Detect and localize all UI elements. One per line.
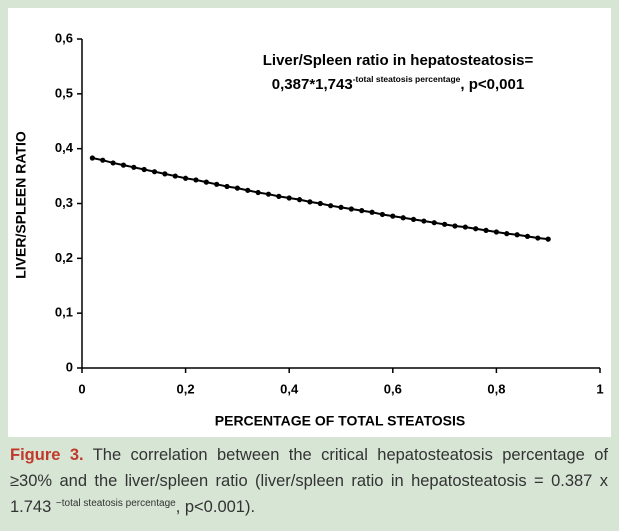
caption: Figure 3. The correlation between the cr… [10, 442, 608, 520]
data-point [245, 187, 251, 193]
annotation-base: 0,387*1,743 [272, 76, 353, 93]
y-tick-label: 0,5 [55, 85, 73, 100]
data-point [514, 232, 520, 238]
data-point [120, 162, 127, 168]
data-point [203, 179, 209, 185]
data-point [473, 226, 479, 232]
data-point [224, 183, 230, 190]
annotation-suffix: , p<0,001 [460, 76, 524, 93]
caption-text: The correlation between the critical hep… [10, 446, 608, 516]
y-tick-label: 0 [66, 359, 73, 374]
data-point [379, 211, 386, 218]
data-point [151, 169, 158, 175]
data-point [141, 166, 147, 173]
x-tick-label: 0,8 [487, 381, 505, 396]
data-point [348, 206, 354, 212]
data-point [431, 220, 437, 226]
data-point [328, 203, 334, 209]
data-point [545, 236, 551, 242]
data-point [442, 221, 448, 227]
data-point [100, 157, 106, 163]
x-tick-label: 0,4 [280, 381, 299, 396]
y-tick-label: 0,6 [55, 30, 73, 45]
data-point [307, 199, 313, 205]
caption-exponent: −total steatosis percentage [55, 498, 176, 509]
data-point [255, 189, 261, 196]
data-point [131, 164, 137, 170]
caption-end: , p<0.001). [175, 498, 256, 516]
plot-panel [8, 8, 611, 437]
data-point [410, 216, 417, 223]
data-point [390, 213, 396, 219]
data-point [317, 200, 323, 207]
data-point [493, 229, 499, 235]
y-tick-label: 0,4 [55, 140, 74, 155]
annotation-exponent: -total steatosis percentage [353, 74, 461, 84]
data-point [89, 155, 95, 161]
data-point [172, 173, 178, 179]
caption-label: Figure 3. [10, 446, 84, 464]
data-point [483, 227, 489, 233]
data-point [296, 197, 303, 203]
data-point [504, 231, 510, 237]
data-point [110, 160, 116, 166]
data-point [421, 218, 427, 224]
annotation-line1: Liver/Spleen ratio in hepatosteatosis= [263, 52, 534, 69]
data-point [276, 193, 282, 199]
x-tick-label: 1 [596, 381, 603, 396]
x-axis-label: PERCENTAGE OF TOTAL STEATOSIS [215, 413, 465, 429]
x-tick-label: 0,2 [177, 381, 195, 396]
data-point [359, 208, 365, 214]
data-point [193, 177, 199, 183]
data-point [214, 181, 220, 187]
data-point [234, 185, 240, 191]
annotation-formula: 0,387*1,743-total steatosis percentage, … [272, 74, 524, 93]
data-point [400, 215, 406, 221]
data-point [369, 209, 375, 215]
data-point [162, 171, 168, 177]
y-tick-label: 0,3 [55, 195, 73, 210]
data-point [462, 224, 468, 230]
y-tick-label: 0,2 [55, 250, 73, 265]
x-tick-label: 0,6 [384, 381, 402, 396]
chart: Liver/Spleen ratio in hepatosteatosis= 0… [8, 8, 611, 437]
data-point [286, 195, 292, 201]
data-point [524, 233, 531, 239]
data-point [535, 235, 541, 241]
y-tick-label: 0,1 [55, 305, 73, 320]
x-tick-label: 0 [78, 381, 85, 396]
data-point [338, 204, 344, 210]
data-point [183, 175, 189, 181]
data-point [265, 191, 272, 197]
y-axis-label: LIVER/SPLEEN RATIO [13, 131, 29, 279]
data-point [452, 223, 458, 229]
